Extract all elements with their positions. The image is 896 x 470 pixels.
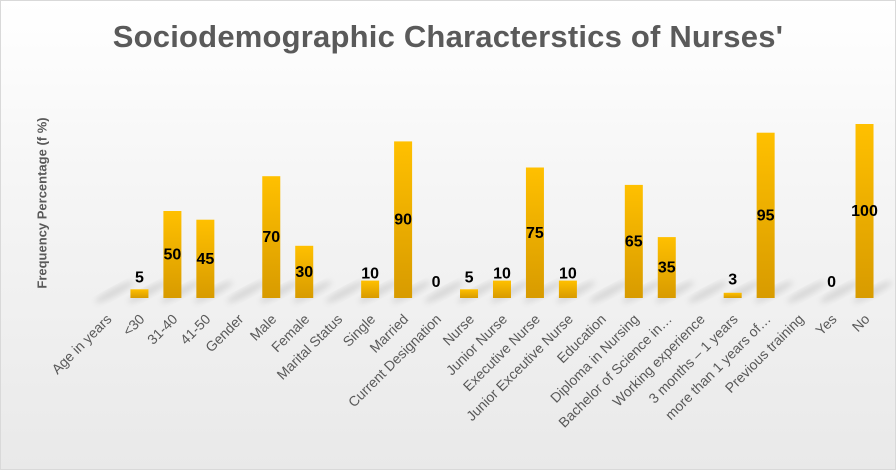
bar <box>361 280 380 298</box>
data-label: 10 <box>493 265 511 282</box>
bar <box>163 211 182 298</box>
data-label: 35 <box>658 260 676 277</box>
bar <box>723 292 742 298</box>
bar <box>525 167 544 298</box>
bar-shadow <box>226 281 266 303</box>
chart-title: Sociodemographic Characterstics of Nurse… <box>112 19 784 54</box>
data-label: 100 <box>851 203 878 220</box>
data-label: 65 <box>625 233 643 250</box>
bar-shadow <box>424 281 464 303</box>
data-label: 45 <box>196 251 214 268</box>
bar <box>295 245 314 298</box>
bar <box>624 184 643 298</box>
data-label: 5 <box>135 270 144 287</box>
data-label: 70 <box>262 229 280 246</box>
bar <box>196 219 215 298</box>
bar <box>756 132 775 298</box>
x-tick-label: <30 <box>119 311 147 339</box>
x-tick-label: No <box>849 311 873 335</box>
bar <box>460 289 479 298</box>
bar-shadow <box>94 281 134 303</box>
data-labels: 5 50 45 70 30 10 90 0 5 10 75 10 65 35 3 95 0 100 <box>135 203 878 291</box>
bar <box>492 280 511 298</box>
bar-shadow <box>787 281 827 303</box>
bar <box>394 141 413 298</box>
data-label: 0 <box>827 274 836 291</box>
data-label: 50 <box>163 247 181 264</box>
data-label: 30 <box>295 264 313 281</box>
bar <box>130 289 149 298</box>
data-label: 0 <box>432 274 441 291</box>
bar <box>558 280 577 298</box>
bar <box>657 237 676 298</box>
bar-shadow <box>820 281 860 303</box>
bar <box>262 176 281 298</box>
data-label: 75 <box>526 225 544 242</box>
x-tick-label: Gender <box>202 311 247 356</box>
data-label: 95 <box>757 207 775 224</box>
data-label: 10 <box>361 265 379 282</box>
x-tick-label: 31-40 <box>144 311 181 348</box>
bar-shadow <box>325 281 365 303</box>
data-label: 5 <box>465 270 474 287</box>
data-label: 10 <box>559 265 577 282</box>
x-tick-label: Age in years <box>48 311 114 377</box>
bar-shadow <box>589 281 629 303</box>
bar <box>855 124 874 298</box>
bars <box>130 124 874 298</box>
bar-shadow <box>688 281 728 303</box>
data-label: 3 <box>728 271 737 288</box>
data-label: 90 <box>394 212 412 229</box>
x-tick-label: Yes <box>812 311 839 338</box>
